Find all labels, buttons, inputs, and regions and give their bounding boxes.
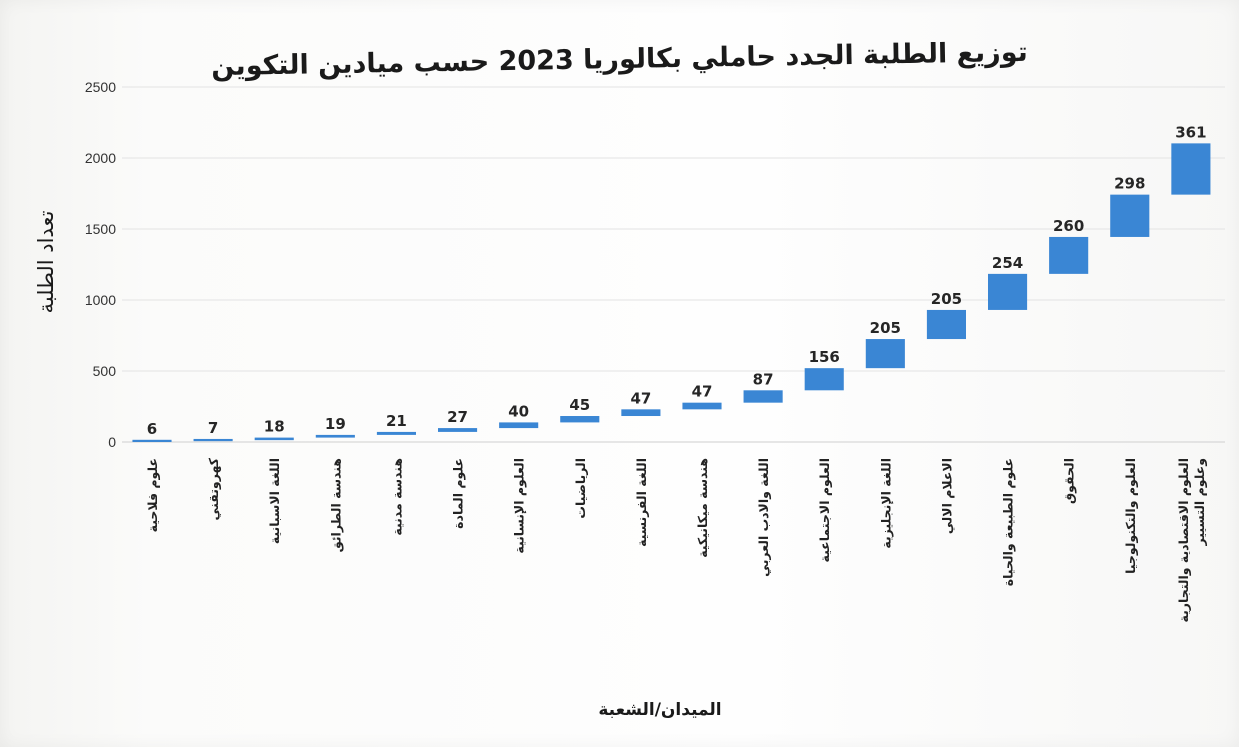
- bar: [438, 428, 478, 432]
- y-tick-label: 500: [93, 363, 117, 379]
- bar: [499, 422, 539, 429]
- category-label: وعلوم التسيير: [1192, 458, 1208, 547]
- bar: [315, 434, 355, 438]
- data-label: 21: [386, 412, 407, 430]
- data-label: 40: [508, 402, 529, 420]
- y-tick-label: 0: [108, 434, 116, 450]
- bar: [132, 439, 172, 442]
- category-label: هندسة ميكانيكية: [695, 458, 710, 558]
- data-label: 254: [992, 254, 1023, 272]
- bar: [1110, 194, 1150, 237]
- category-label: الحقوق: [1062, 458, 1077, 504]
- category-label: علوم الطبيعة والحياة: [1001, 458, 1017, 586]
- data-label: 156: [809, 348, 840, 366]
- data-label: 87: [753, 370, 774, 388]
- data-label: 19: [325, 415, 346, 433]
- data-label: 47: [630, 389, 651, 407]
- data-label: 47: [692, 383, 713, 401]
- category-label: العلوم الاجتماعية: [817, 458, 833, 563]
- category-label: الرياضيات: [573, 458, 588, 519]
- bar: [560, 416, 600, 423]
- bars: [132, 143, 1211, 442]
- bar: [193, 438, 233, 442]
- y-tick-label: 1000: [85, 292, 116, 308]
- bar: [865, 339, 905, 369]
- category-label: علوم المادة: [451, 458, 467, 529]
- data-label: 205: [870, 319, 901, 337]
- bar: [376, 431, 416, 435]
- x-axis-label: الميدان/الشعبة: [598, 700, 722, 720]
- bar: [804, 368, 844, 391]
- y-axis-ticks: 0 500 1000 1500 2000 2500: [85, 79, 116, 450]
- data-label: 361: [1175, 123, 1206, 141]
- data-label: 18: [264, 418, 285, 436]
- category-label: كهروتقني: [206, 457, 221, 520]
- category-label: العلوم الاقتصادية والتجارية: [1176, 458, 1192, 622]
- y-tick-label: 2500: [85, 79, 116, 95]
- data-label: 45: [569, 396, 590, 414]
- category-label: الاعلام الالي: [939, 458, 955, 534]
- category-label: العلوم الإنسانية: [512, 458, 528, 554]
- gridlines: [122, 86, 1225, 372]
- category-label: هندسة مدنية: [389, 458, 404, 536]
- category-label: علوم فلاحية: [145, 458, 161, 532]
- data-label: 205: [931, 290, 962, 308]
- bar: [1171, 143, 1211, 195]
- category-labels: علوم فلاحية كهروتقني اللغة الاسبانية هندسة …: [145, 457, 1208, 622]
- data-label: 6: [147, 420, 157, 438]
- bar: [988, 273, 1028, 310]
- data-label: 27: [447, 408, 468, 426]
- bar: [926, 309, 966, 340]
- category-label: اللغة الفرنسية: [634, 458, 649, 547]
- bar: [621, 409, 661, 417]
- bar: [682, 402, 722, 410]
- category-label: اللغة الاسبانية: [267, 458, 282, 544]
- category-label: اللغة الإنجليزية: [878, 458, 893, 549]
- data-label: 7: [208, 419, 218, 437]
- bar: [254, 437, 294, 441]
- data-label: 298: [1114, 175, 1145, 193]
- category-label: هندسة الطرائق: [328, 458, 343, 552]
- y-tick-label: 2000: [85, 150, 116, 166]
- category-label: اللغة والادب العربي: [756, 458, 771, 577]
- data-labels: 6 7 18 19 21 27 40 45 47 47 87 156 205 205 254 260 298 36…: [147, 123, 1207, 437]
- data-label: 260: [1053, 217, 1084, 235]
- bar: [743, 390, 783, 403]
- y-tick-label: 1500: [85, 221, 116, 237]
- bar: [1049, 236, 1089, 274]
- category-label: العلوم والتكنولوجيا: [1123, 458, 1139, 574]
